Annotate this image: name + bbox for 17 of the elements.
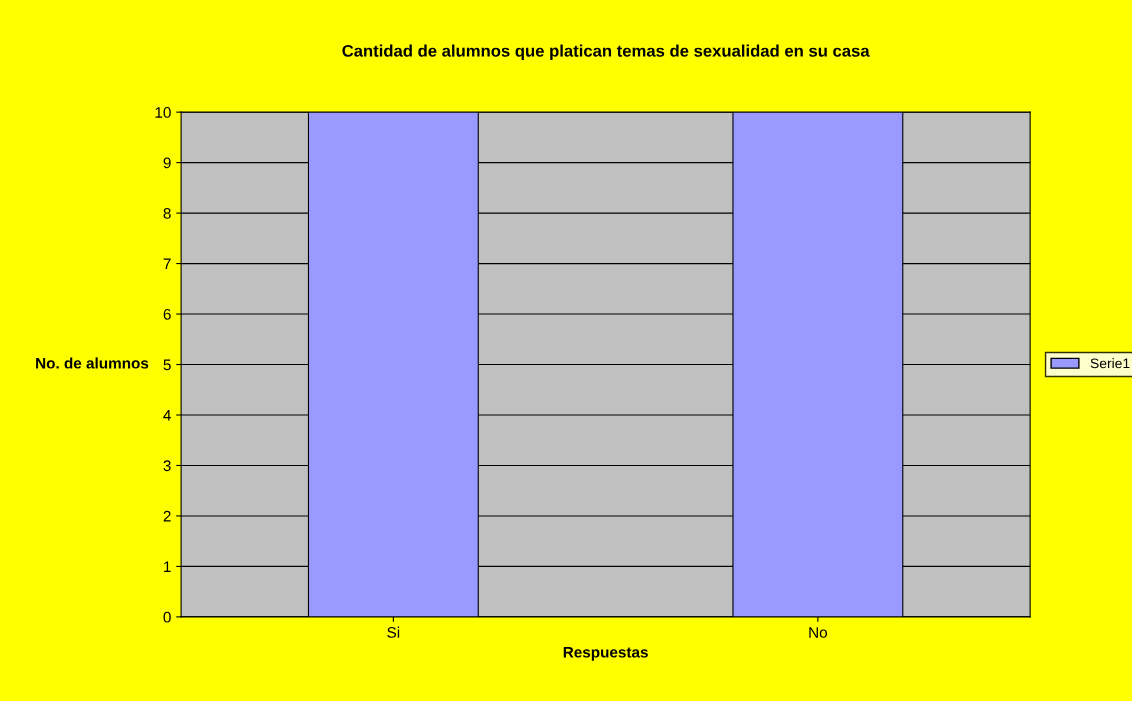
x-tick-label: No: [809, 627, 827, 638]
x-axis-title: Respuestas: [563, 646, 648, 661]
y-tick-label: 9: [163, 157, 171, 169]
y-tick-label: 5: [163, 359, 171, 371]
y-tick-label: 10: [155, 107, 171, 118]
y-axis-title: No. de alumnos: [36, 357, 149, 369]
y-tick-label: 1: [164, 561, 171, 572]
y-tick-label: 0: [163, 611, 171, 623]
y-tick-label: 2: [163, 510, 171, 522]
y-tick-label: 7: [163, 258, 171, 270]
y-tick-label: 6: [163, 308, 171, 320]
y-tick-label: 3: [163, 460, 171, 472]
x-tick-label: Si: [387, 626, 400, 638]
legend-label: Serie1: [1090, 358, 1130, 369]
chart-title: Cantidad de alumnos que platican temas de sexualidad en su casa: [342, 44, 870, 61]
y-tick-label: 4: [163, 410, 171, 421]
y-tick-label: 8: [163, 207, 171, 219]
